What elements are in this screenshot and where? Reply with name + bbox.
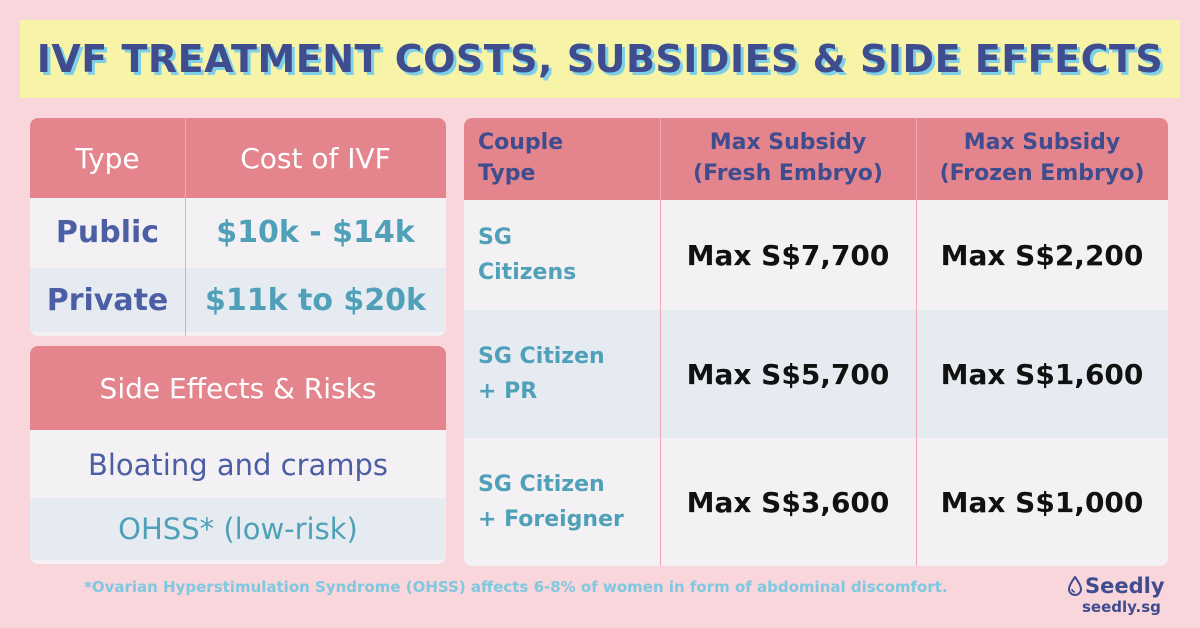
fresh-subsidy-cell: Max S$5,700 xyxy=(686,357,890,391)
fresh-subsidy-cell: Max S$3,600 xyxy=(686,485,890,519)
brand-url: seedly.sg xyxy=(1082,598,1161,616)
fresh-subsidy-header: Max Subsidy (Fresh Embryo) xyxy=(693,130,883,186)
page-title: IVF TREATMENT COSTS, SUBSIDIES & SIDE EF… xyxy=(36,37,1164,81)
cost-cell: $10k - $14k xyxy=(216,214,415,250)
frozen-subsidy-cell: Max S$1,600 xyxy=(940,357,1144,391)
side-effect-item: Bloating and cramps xyxy=(87,448,389,482)
couple-type-cell: SG Citizen + Foreigner xyxy=(478,471,624,532)
footnote: *Ovarian Hyperstimulation Syndrome (OHSS… xyxy=(84,578,948,596)
table-row: Private $11k to $20k xyxy=(30,268,446,332)
subsidy-table-header: Couple Type Max Subsidy (Fresh Embryo) M… xyxy=(464,118,1168,200)
frozen-subsidy-cell: Max S$1,000 xyxy=(940,485,1144,519)
couple-type-header: Couple Type xyxy=(478,130,564,186)
side-effects-header: Side Effects & Risks xyxy=(30,346,446,430)
table-row: SG Citizens Max S$7,700 Max S$2,200 xyxy=(464,200,1168,310)
fresh-subsidy-cell: Max S$7,700 xyxy=(686,238,890,272)
table-row: SG Citizen + PR Max S$5,700 Max S$1,600 xyxy=(464,310,1168,438)
cost-cell: $11k to $20k xyxy=(205,282,426,318)
cost-table: Type Cost of IVF Public $10k - $14k Priv… xyxy=(30,118,446,336)
table-row: SG Citizen + Foreigner Max S$3,600 Max S… xyxy=(464,438,1168,566)
title-banner: IVF TREATMENT COSTS, SUBSIDIES & SIDE EF… xyxy=(20,20,1180,98)
couple-type-cell: SG Citizens xyxy=(478,224,577,285)
type-cell: Private xyxy=(46,282,169,318)
brand-name: Seedly xyxy=(1085,574,1165,598)
frozen-subsidy-header: Max Subsidy (Frozen Embryo) xyxy=(939,130,1145,186)
couple-type-cell: SG Citizen + PR xyxy=(478,343,605,404)
frozen-subsidy-cell: Max S$2,200 xyxy=(940,238,1144,272)
side-effects-panel: Side Effects & Risks Bloating and cramps… xyxy=(30,346,446,564)
table-row: Public $10k - $14k xyxy=(30,200,446,264)
brand-logo: Seedly seedly.sg xyxy=(1068,574,1188,616)
drop-icon xyxy=(1068,576,1082,596)
type-cell: Public xyxy=(55,214,160,250)
column-divider xyxy=(660,118,661,566)
type-header: Type xyxy=(75,141,140,175)
subsidy-table: Couple Type Max Subsidy (Fresh Embryo) M… xyxy=(464,118,1168,566)
cost-table-header: Type Cost of IVF xyxy=(30,118,446,198)
side-effect-item: OHSS* (low-risk) xyxy=(30,498,446,560)
column-divider xyxy=(185,118,186,336)
column-divider xyxy=(916,118,917,566)
cost-header: Cost of IVF xyxy=(240,141,391,175)
